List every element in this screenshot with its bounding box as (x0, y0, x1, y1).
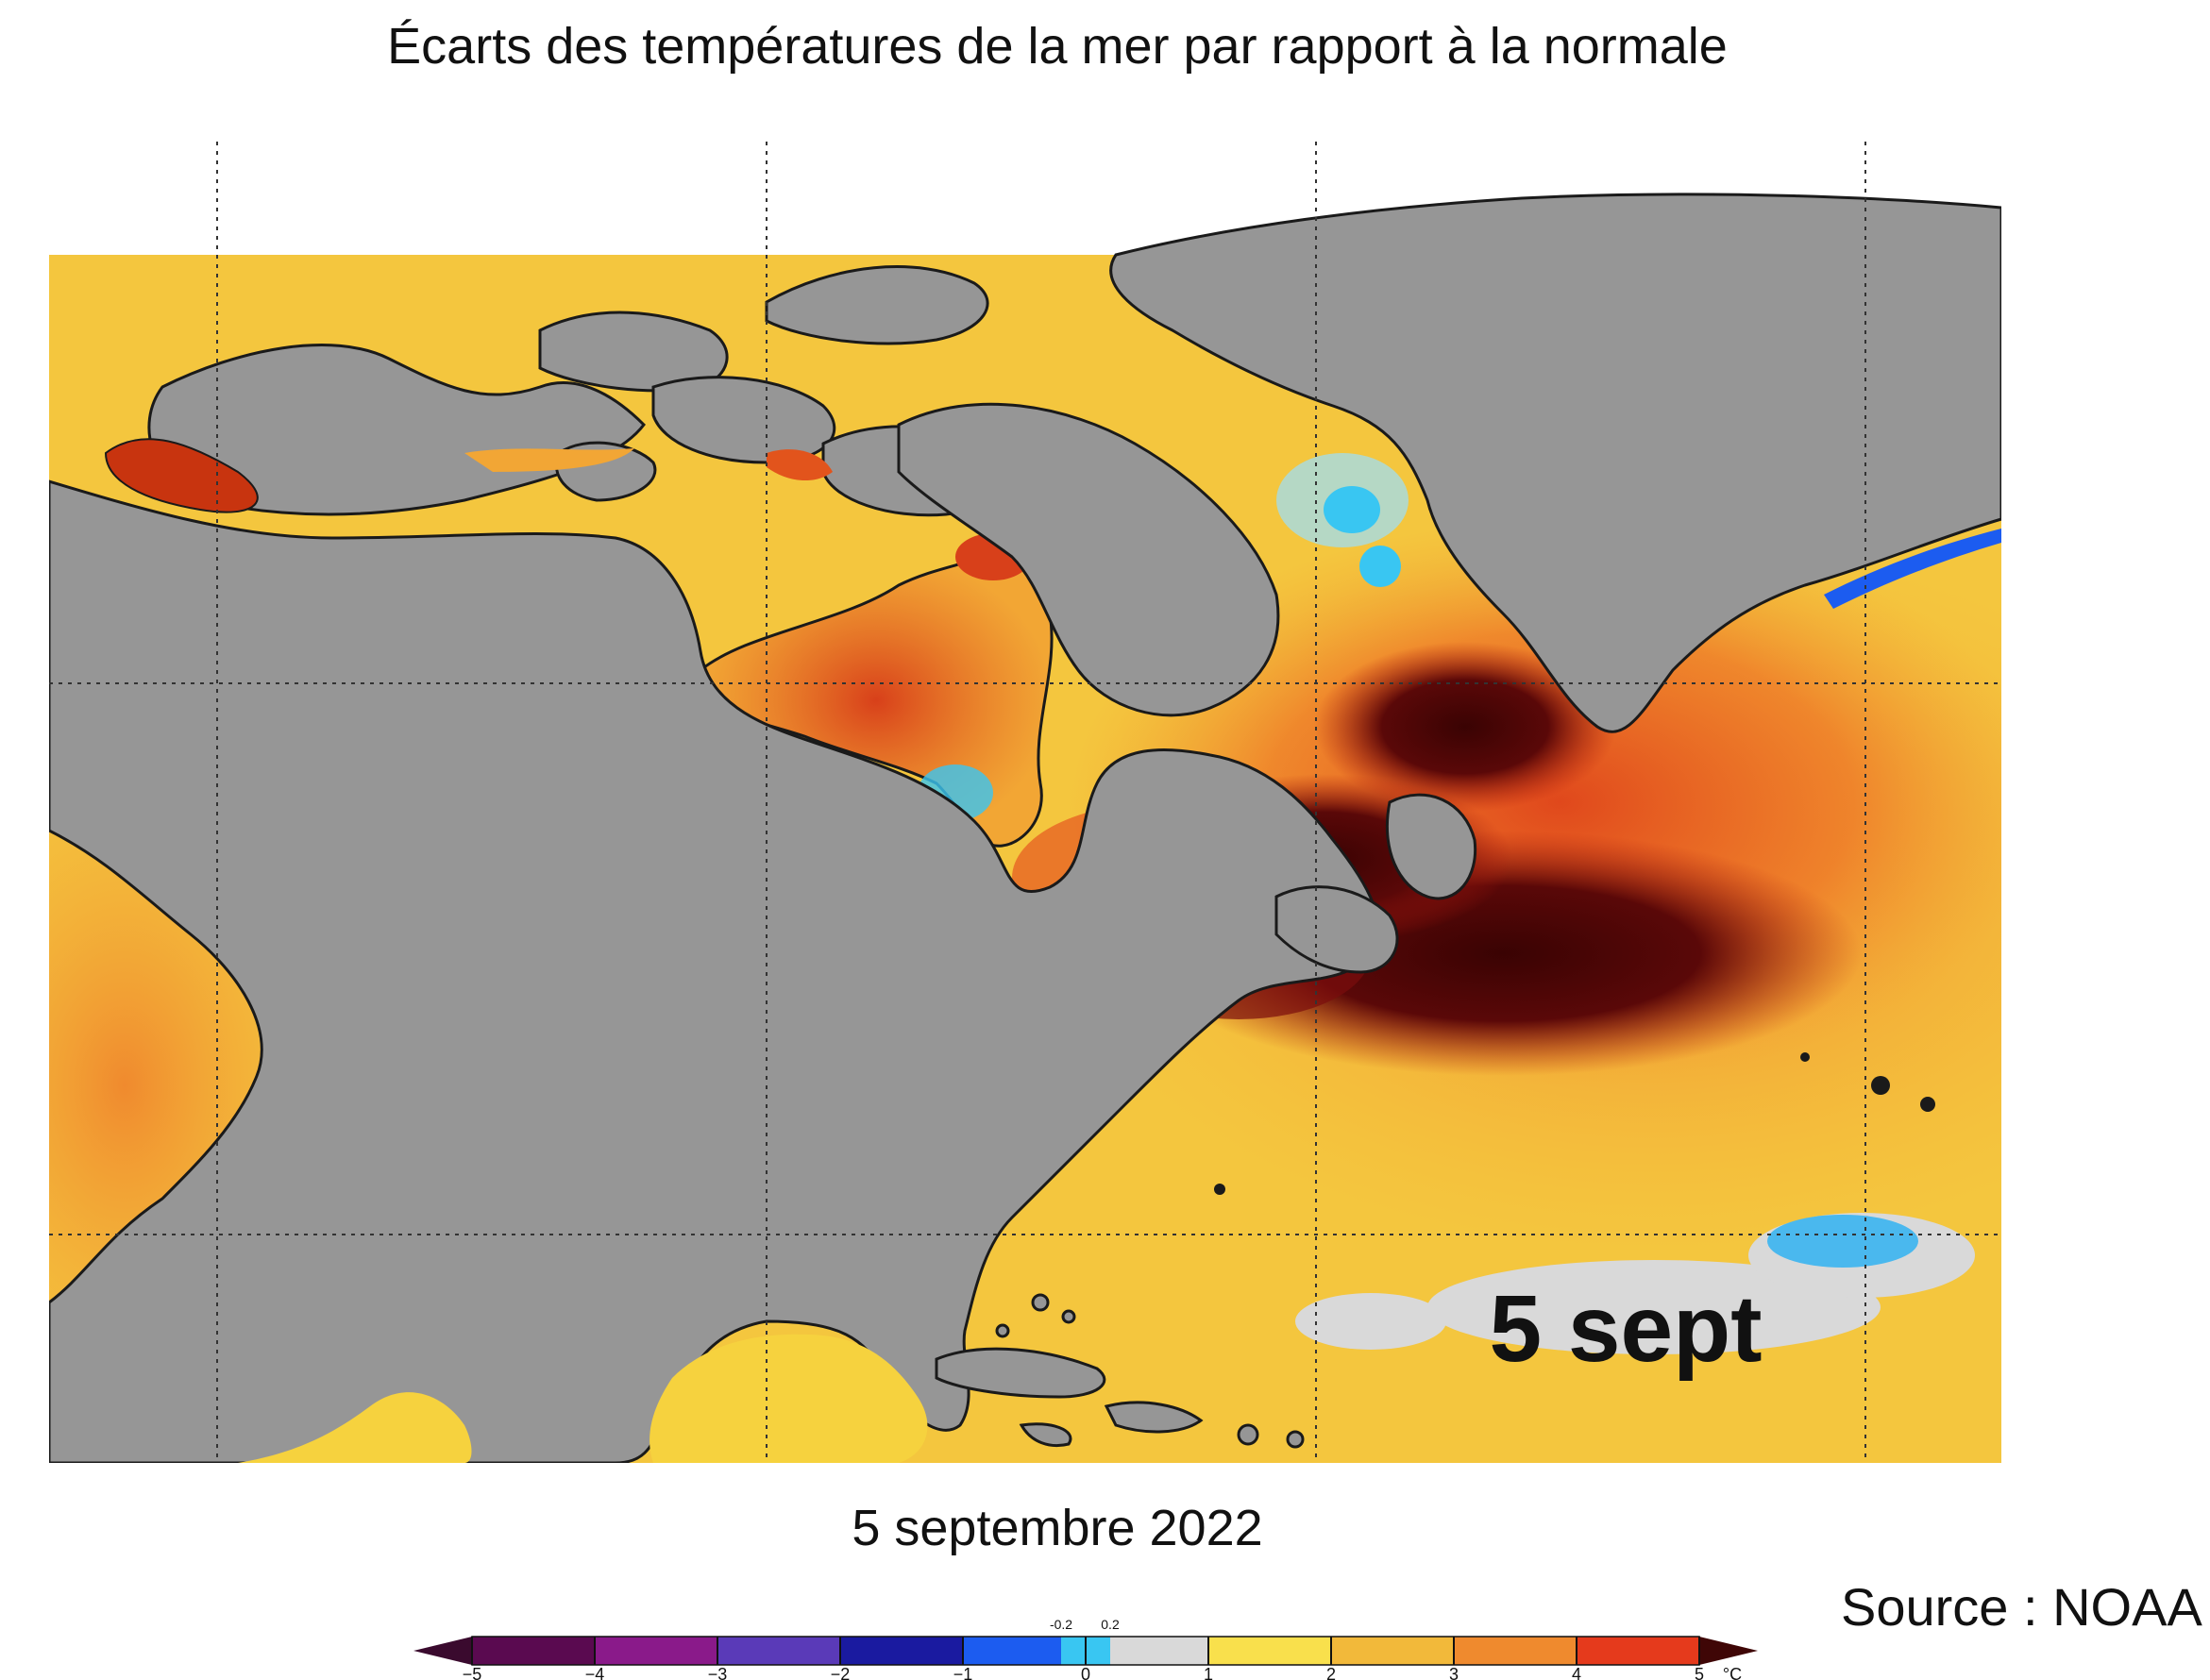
colorbar-tick-label: −1 (953, 1665, 973, 1680)
colorbar-bin (840, 1637, 963, 1665)
colorbar-bin (1110, 1637, 1208, 1665)
colorbar-bin (595, 1637, 717, 1665)
colorbar-legend: −5 −4 −3 −2 −1 0 1 2 3 4 5 -0.2 0.2 °C (413, 1617, 1758, 1680)
colorbar-bin (1454, 1637, 1577, 1665)
colorbar-bin (1208, 1637, 1331, 1665)
colorbar-tick-label: 2 (1326, 1665, 1336, 1680)
colorbar-tick-label: −4 (585, 1665, 605, 1680)
colorbar-bins (413, 1636, 1758, 1666)
colorbar-tick-label: −2 (831, 1665, 851, 1680)
caribbean-islands (935, 1293, 1305, 1449)
colorbar-small-tick-label: -0.2 (1050, 1617, 1072, 1632)
colorbar-tick-label: 4 (1572, 1665, 1581, 1680)
colorbar-high-extension (1699, 1637, 1758, 1665)
graticule (49, 142, 2001, 1463)
greenland (1109, 193, 2001, 733)
arctic-islands (147, 265, 1006, 517)
colorbar-tick-label: −5 (463, 1665, 482, 1680)
colorbar-tick-label: −3 (708, 1665, 728, 1680)
source-label: Source : NOAA (1841, 1577, 2202, 1637)
colorbar-tick-label: 0 (1081, 1665, 1090, 1680)
colorbar-ticks: −5 −4 −3 −2 −1 0 1 2 3 4 5 -0.2 0.2 °C (463, 1617, 1742, 1680)
map-title: Écarts des températures de la mer par ra… (387, 18, 1728, 75)
date-label: 5 septembre 2022 (852, 1500, 1263, 1556)
colorbar-bin (1331, 1637, 1454, 1665)
colorbar-small-tick-label: 0.2 (1101, 1617, 1120, 1632)
sst-anomaly-map: 5 sept (49, 142, 2001, 1463)
colorbar-tick-label: 5 (1695, 1665, 1704, 1680)
colorbar-tick-label: 1 (1204, 1665, 1213, 1680)
colorbar-unit: °C (1723, 1665, 1742, 1680)
colorbar-bin (717, 1637, 840, 1665)
colorbar-low-extension (413, 1637, 472, 1665)
colorbar-bin (472, 1637, 595, 1665)
colorbar-tick-label: 3 (1449, 1665, 1459, 1680)
colorbar-bin (963, 1637, 1061, 1665)
map-overlay-date: 5 sept (1489, 1276, 1762, 1382)
colorbar-bin (1577, 1637, 1699, 1665)
north-america (49, 479, 1380, 1463)
